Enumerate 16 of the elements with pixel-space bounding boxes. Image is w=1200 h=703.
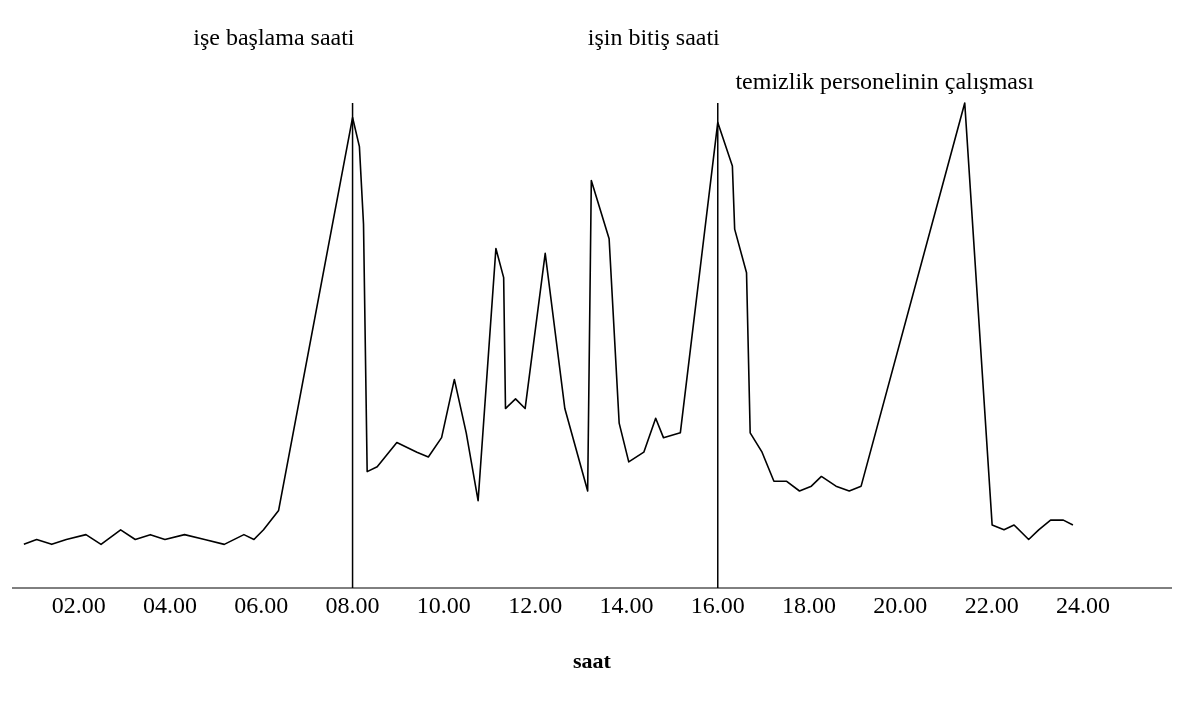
- x-tick-label: 10.00: [416, 592, 471, 619]
- x-tick-label: 22.00: [964, 592, 1019, 619]
- x-tick-label: 06.00: [234, 592, 289, 619]
- x-tick-label: 18.00: [782, 592, 837, 619]
- x-axis-title: saat: [573, 648, 612, 673]
- x-tick-label: 08.00: [325, 592, 380, 619]
- x-tick-label: 12.00: [508, 592, 563, 619]
- ref-line-label: işin bitiş saati: [587, 24, 721, 51]
- x-tick-label: 20.00: [873, 592, 928, 619]
- x-tick-label: 14.00: [599, 592, 654, 619]
- annotation: temizlik personelinin çalışması: [735, 68, 1035, 94]
- x-tick-label: 16.00: [690, 592, 745, 619]
- ref-line-label: işe başlama saati: [193, 24, 355, 51]
- x-tick-label: 02.00: [51, 592, 106, 619]
- x-tick-label: 24.00: [1055, 592, 1110, 619]
- x-tick-label: 04.00: [142, 592, 197, 619]
